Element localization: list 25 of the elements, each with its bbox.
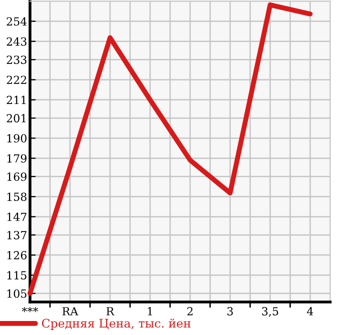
x-tick-label: *** (22, 307, 38, 312)
x-tick-label: RA (62, 307, 78, 316)
x-tick-label: 3 (227, 307, 233, 316)
y-tick-label: 254 (6, 17, 27, 26)
x-tick-label: 1 (148, 307, 152, 316)
x-tick-label: 4 (306, 307, 314, 316)
y-tick-label: 105 (7, 289, 26, 298)
y-tick-label: 211 (6, 96, 26, 104)
y-tick-label: 137 (7, 230, 26, 240)
y-tick-label: 179 (7, 154, 26, 163)
y-tick-label: 126 (7, 251, 27, 260)
y-tick-label: 233 (6, 56, 26, 64)
y-tick-label: 115 (7, 271, 26, 280)
y-tick-label: 243 (6, 37, 26, 46)
legend-label: Средняя Цена, тыс. йен (42, 318, 191, 330)
y-tick-label: 147 (7, 212, 26, 221)
y-tick-label: 222 (6, 76, 26, 84)
x-tick-label: 3,5 (262, 307, 278, 317)
line-series (28, 2, 313, 296)
y-tick-label: 201 (6, 114, 26, 122)
x-tick-label: R (106, 307, 115, 316)
y-tick-label: 169 (7, 172, 26, 181)
y-tick-label: 190 (7, 134, 26, 143)
y-tick-label: 158 (7, 192, 26, 201)
x-tick-label: 2 (187, 307, 193, 316)
